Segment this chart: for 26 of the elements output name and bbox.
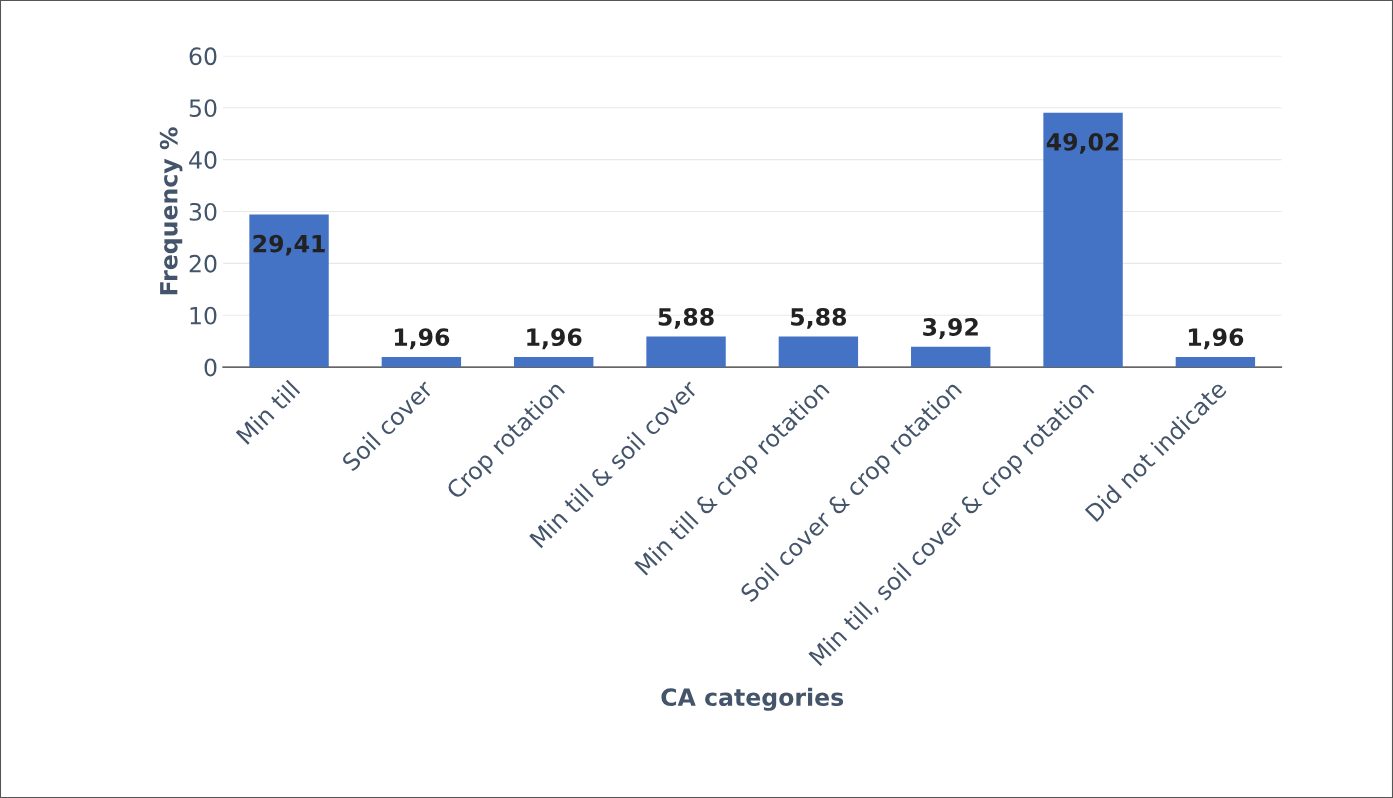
y-tick-label: 40 (189, 151, 217, 169)
x-tick-label: Min till (235, 379, 301, 445)
data-label: 1,96 (527, 328, 582, 350)
bar (911, 346, 991, 368)
data-label: 1,96 (394, 328, 450, 350)
bar (1043, 112, 1123, 368)
y-axis-title: Frequency % (159, 127, 183, 295)
data-label: 5,88 (658, 307, 714, 329)
x-axis-title: CA categories (661, 687, 844, 711)
data-label: 5,88 (791, 307, 847, 329)
data-label: 3,92 (923, 318, 978, 339)
bar (514, 356, 594, 368)
y-tick-label: 20 (189, 254, 217, 273)
bar (1175, 356, 1256, 368)
y-tick-label: 10 (190, 306, 217, 325)
bar (249, 214, 329, 368)
bar (646, 336, 726, 368)
bar (381, 356, 462, 368)
y-tick-label: 60 (189, 47, 217, 66)
y-tick-label: 30 (189, 202, 217, 221)
y-tick-label: 0 (204, 358, 217, 377)
data-label: 49,02 (1046, 132, 1119, 154)
bar (778, 336, 859, 368)
data-label: 1,96 (1188, 328, 1244, 350)
data-label: 29,41 (253, 234, 325, 256)
y-tick-label: 50 (189, 99, 217, 118)
